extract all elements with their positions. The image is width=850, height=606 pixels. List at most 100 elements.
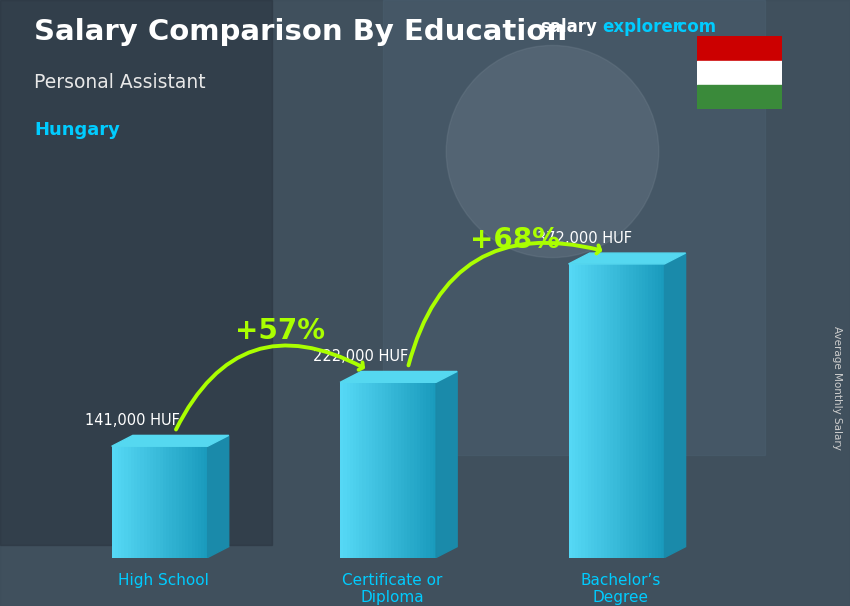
Polygon shape — [569, 253, 686, 264]
Bar — [340, 382, 343, 558]
Bar — [128, 446, 131, 558]
Bar — [591, 264, 594, 558]
Bar — [594, 264, 598, 558]
Bar — [198, 446, 201, 558]
Bar — [423, 382, 427, 558]
Bar — [427, 382, 429, 558]
Bar — [616, 264, 620, 558]
Bar — [697, 85, 782, 109]
Bar — [204, 446, 207, 558]
Bar — [636, 264, 639, 558]
Bar — [652, 264, 654, 558]
Bar — [382, 382, 385, 558]
Bar — [0, 0, 272, 545]
Bar — [626, 264, 629, 558]
Bar — [356, 382, 360, 558]
Bar — [654, 264, 658, 558]
Bar — [411, 382, 414, 558]
Bar — [404, 382, 407, 558]
Polygon shape — [665, 253, 686, 558]
Bar — [600, 264, 604, 558]
Text: +57%: +57% — [235, 317, 325, 345]
Bar — [407, 382, 411, 558]
Bar — [604, 264, 607, 558]
Bar — [201, 446, 204, 558]
Bar — [378, 382, 382, 558]
Bar — [140, 446, 144, 558]
Bar — [388, 382, 391, 558]
Bar — [156, 446, 160, 558]
Bar — [178, 446, 182, 558]
Bar — [414, 382, 416, 558]
Bar — [153, 446, 156, 558]
Text: High School: High School — [118, 573, 209, 588]
Bar — [581, 264, 585, 558]
Bar — [163, 446, 166, 558]
Bar — [587, 264, 591, 558]
Bar — [598, 264, 600, 558]
Polygon shape — [207, 435, 229, 558]
Bar — [614, 264, 616, 558]
Bar — [607, 264, 610, 558]
Bar — [147, 446, 150, 558]
Bar — [150, 446, 153, 558]
Bar — [610, 264, 614, 558]
Bar — [195, 446, 198, 558]
Bar — [366, 382, 369, 558]
Bar — [134, 446, 137, 558]
Bar — [391, 382, 394, 558]
Bar — [343, 382, 347, 558]
Bar — [382, 0, 765, 454]
Bar — [372, 382, 376, 558]
Bar — [420, 382, 423, 558]
Bar — [401, 382, 404, 558]
Bar — [166, 446, 169, 558]
Bar — [124, 446, 128, 558]
Bar — [645, 264, 649, 558]
Bar — [111, 446, 115, 558]
Text: +68%: +68% — [470, 226, 560, 254]
Bar — [115, 446, 118, 558]
Text: Hungary: Hungary — [34, 121, 120, 139]
Bar — [191, 446, 195, 558]
Bar — [349, 382, 353, 558]
Bar — [569, 264, 572, 558]
Bar — [189, 446, 191, 558]
Text: 222,000 HUF: 222,000 HUF — [313, 349, 408, 364]
Bar — [639, 264, 642, 558]
Bar — [398, 382, 401, 558]
Polygon shape — [111, 435, 229, 446]
Bar — [642, 264, 645, 558]
Bar — [347, 382, 349, 558]
Bar — [131, 446, 134, 558]
Bar — [118, 446, 122, 558]
Bar — [385, 382, 388, 558]
Ellipse shape — [446, 45, 659, 258]
Bar — [416, 382, 420, 558]
Bar — [394, 382, 398, 558]
Bar — [575, 264, 578, 558]
Text: Certificate or
Diploma: Certificate or Diploma — [343, 573, 443, 605]
Bar — [360, 382, 362, 558]
Text: .com: .com — [672, 18, 717, 36]
Bar — [353, 382, 356, 558]
Bar — [632, 264, 636, 558]
Bar — [362, 382, 365, 558]
Bar — [697, 36, 782, 61]
Bar — [122, 446, 124, 558]
Bar — [620, 264, 623, 558]
Bar — [173, 446, 176, 558]
Bar — [182, 446, 185, 558]
Text: salary: salary — [540, 18, 597, 36]
Bar — [585, 264, 587, 558]
Bar — [176, 446, 178, 558]
Bar — [160, 446, 163, 558]
Bar — [697, 61, 782, 85]
Bar — [429, 382, 433, 558]
Polygon shape — [436, 371, 457, 558]
Text: 372,000 HUF: 372,000 HUF — [537, 231, 632, 245]
Polygon shape — [340, 371, 457, 382]
Bar — [572, 264, 575, 558]
Text: 141,000 HUF: 141,000 HUF — [85, 413, 179, 428]
Text: Average Monthly Salary: Average Monthly Salary — [832, 326, 842, 450]
